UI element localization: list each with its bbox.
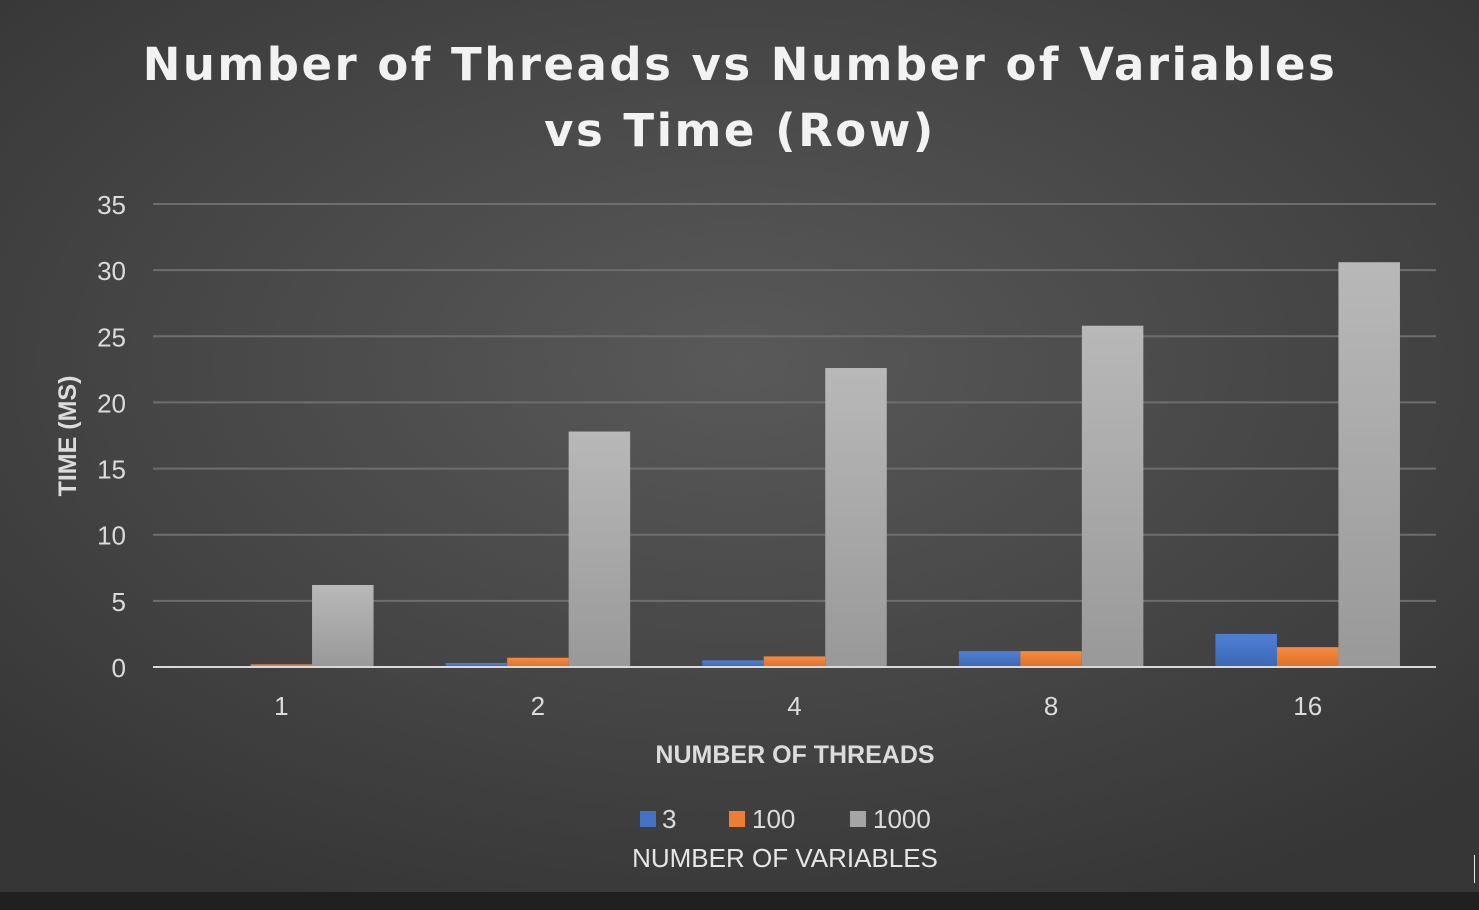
- bar-1000-threads-4: [825, 368, 887, 667]
- y-axis-title: TIME (MS): [54, 376, 82, 497]
- y-tick-label: 35: [97, 190, 126, 220]
- x-tick-label: 2: [531, 691, 545, 721]
- x-tick-label: 1: [274, 691, 288, 721]
- bar-100-threads-1: [250, 664, 313, 667]
- bar-100-threads-2: [507, 657, 569, 667]
- bar-100-threads-8: [1020, 651, 1082, 667]
- legend-label-3: 3: [662, 804, 676, 834]
- bar-3-threads-2: [445, 663, 508, 667]
- bar-3-threads-4: [702, 660, 764, 667]
- x-tick-label: 16: [1293, 691, 1322, 721]
- legend-title: NUMBER OF VARIABLES: [632, 843, 938, 873]
- bar-1000-threads-8: [1081, 325, 1144, 667]
- y-tick-label: 10: [97, 521, 126, 551]
- bar-1000-threads-2: [568, 431, 631, 667]
- y-tick-label: 15: [97, 455, 126, 485]
- bar-3-threads-8: [958, 651, 1021, 667]
- y-tick-label: 25: [97, 322, 126, 352]
- bar-3-threads-16: [1215, 633, 1277, 667]
- bar-100-threads-16: [1276, 647, 1339, 667]
- y-tick-label: 5: [112, 587, 126, 617]
- y-tick-label: 0: [112, 653, 126, 683]
- x-tick-label: 8: [1044, 691, 1058, 721]
- x-axis-title: NUMBER OF THREADS: [655, 741, 934, 769]
- x-tick-label: 4: [787, 691, 801, 721]
- legend-swatch-100: [729, 811, 745, 827]
- bottom-strip: [0, 892, 1479, 910]
- y-tick-label: 20: [97, 388, 126, 418]
- bar-100-threads-4: [763, 656, 826, 667]
- bar-1000-threads-16: [1338, 262, 1400, 667]
- chart-title-line-1: Number of Threads vs Number of Variables: [142, 38, 1338, 91]
- y-tick-label: 30: [97, 256, 126, 286]
- legend-label-1000: 1000: [873, 804, 931, 834]
- legend-swatch-1000: [850, 811, 866, 827]
- bar-1000-threads-1: [312, 584, 374, 667]
- legend-label-100: 100: [752, 804, 795, 834]
- edge-marker: [1474, 855, 1475, 883]
- chart-title-line-2: vs Time (Row): [544, 104, 936, 157]
- legend-swatch-3: [640, 811, 656, 827]
